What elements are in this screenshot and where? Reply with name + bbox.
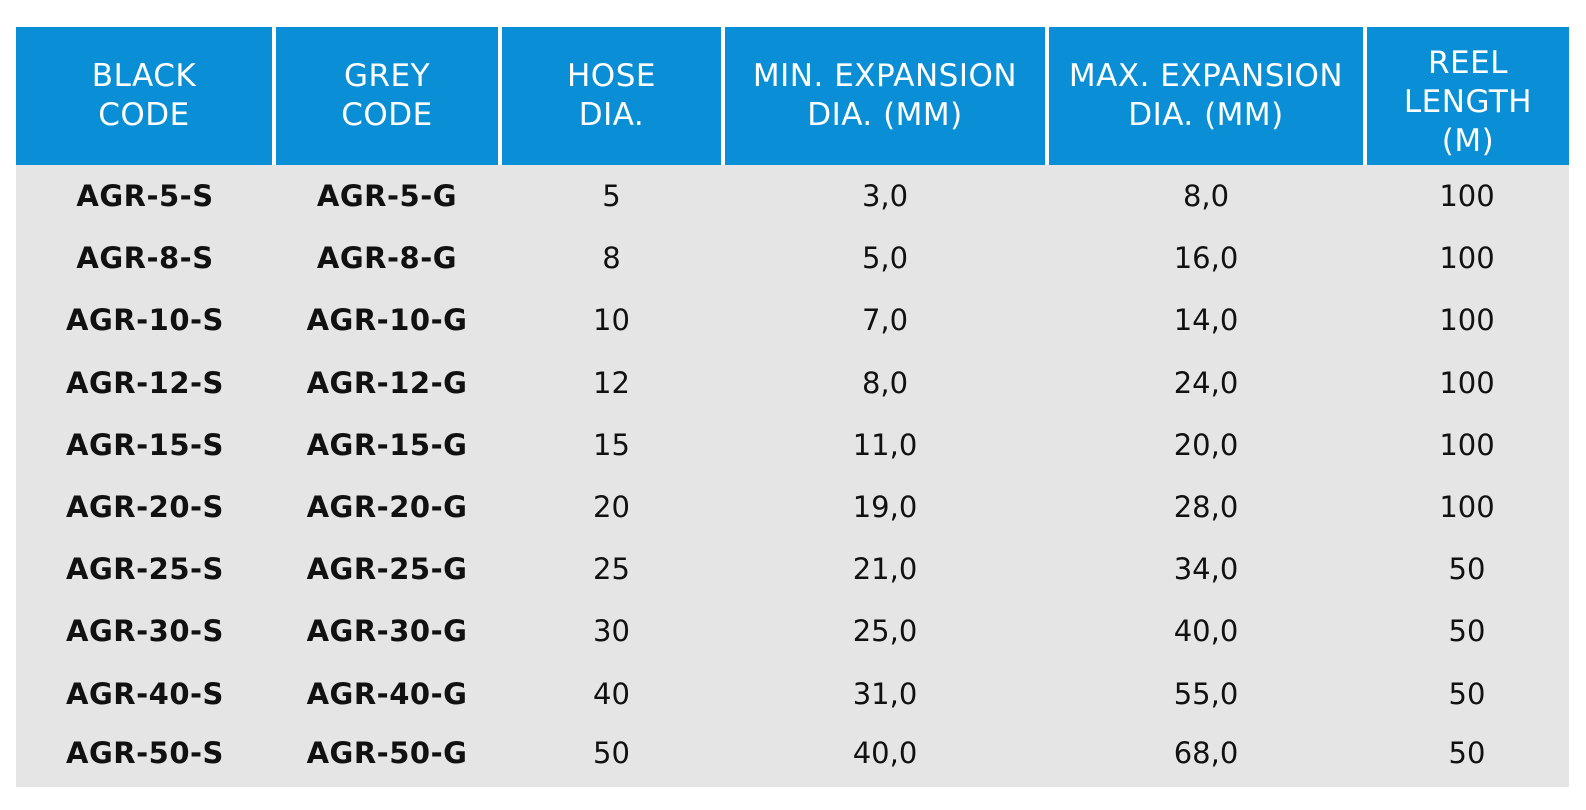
hose-spec-table: BLACK CODE GREY CODE HOSE DIA. MIN. EXPA… [16, 27, 1569, 787]
cell-max-expansion: 55,0 [1047, 662, 1365, 725]
table-row: AGR-12-S AGR-12-G 12 8,0 24,0 100 [16, 351, 1569, 414]
cell-min-expansion: 8,0 [723, 351, 1047, 414]
cell-black-code: AGR-10-S [16, 289, 274, 352]
cell-min-expansion: 19,0 [723, 475, 1047, 539]
header-line: CODE [341, 97, 433, 133]
cell-reel-length: 50 [1365, 662, 1569, 725]
cell-min-expansion: 7,0 [723, 289, 1047, 352]
cell-grey-code: AGR-25-G [274, 538, 500, 601]
cell-max-expansion: 40,0 [1047, 600, 1365, 663]
cell-min-expansion: 21,0 [723, 538, 1047, 601]
header-hose-dia: HOSE DIA. [498, 27, 723, 165]
cell-reel-length: 100 [1365, 475, 1569, 539]
header-line: LENGTH [1403, 84, 1533, 120]
header-row: BLACK CODE GREY CODE HOSE DIA. MIN. EXPA… [16, 27, 1569, 165]
cell-grey-code: AGR-20-G [274, 475, 500, 539]
header-line: DIA. [578, 97, 645, 133]
cell-hose-dia: 15 [500, 413, 723, 476]
cell-reel-length: 100 [1365, 351, 1569, 414]
header-line: HOSE [567, 58, 656, 94]
header-line: CODE [98, 97, 190, 133]
header-line: DIA. (MM) [1128, 97, 1284, 133]
header-max-expansion: MAX. EXPANSION DIA. (MM) [1045, 27, 1365, 165]
cell-reel-length: 100 [1365, 165, 1569, 228]
cell-hose-dia: 10 [500, 289, 723, 352]
header-line: GREY [343, 58, 431, 94]
cell-hose-dia: 30 [500, 600, 723, 663]
cell-grey-code: AGR-50-G [274, 724, 500, 787]
cell-max-expansion: 16,0 [1047, 227, 1365, 290]
cell-black-code: AGR-8-S [16, 227, 274, 290]
cell-hose-dia: 50 [500, 724, 723, 787]
table-row: AGR-15-S AGR-15-G 15 11,0 20,0 100 [16, 413, 1569, 476]
cell-reel-length: 100 [1365, 413, 1569, 476]
cell-hose-dia: 12 [500, 351, 723, 414]
cell-black-code: AGR-50-S [16, 724, 274, 787]
cell-max-expansion: 20,0 [1047, 413, 1365, 476]
cell-hose-dia: 20 [500, 475, 723, 539]
cell-reel-length: 100 [1365, 289, 1569, 352]
cell-grey-code: AGR-8-G [274, 227, 500, 290]
cell-reel-length: 50 [1365, 600, 1569, 663]
cell-hose-dia: 8 [500, 227, 723, 290]
table-row: AGR-25-S AGR-25-G 25 21,0 34,0 50 [16, 538, 1569, 601]
cell-min-expansion: 11,0 [723, 413, 1047, 476]
spec-table-container: BLACK CODE GREY CODE HOSE DIA. MIN. EXPA… [16, 27, 1569, 787]
header-min-expansion: MIN. EXPANSION DIA. (MM) [721, 27, 1047, 165]
cell-min-expansion: 40,0 [723, 724, 1047, 787]
cell-black-code: AGR-20-S [16, 475, 274, 539]
cell-reel-length: 100 [1365, 227, 1569, 290]
cell-grey-code: AGR-5-G [274, 165, 500, 228]
table-row: AGR-30-S AGR-30-G 30 25,0 40,0 50 [16, 600, 1569, 663]
header-black-code: BLACK CODE [16, 27, 274, 165]
cell-max-expansion: 8,0 [1047, 165, 1365, 228]
header-line: MAX. EXPANSION [1068, 58, 1344, 94]
table-header: BLACK CODE GREY CODE HOSE DIA. MIN. EXPA… [16, 27, 1569, 165]
cell-black-code: AGR-5-S [16, 165, 274, 228]
table-row: AGR-10-S AGR-10-G 10 7,0 14,0 100 [16, 289, 1569, 352]
cell-grey-code: AGR-40-G [274, 662, 500, 725]
cell-max-expansion: 24,0 [1047, 351, 1365, 414]
cell-black-code: AGR-25-S [16, 538, 274, 601]
cell-reel-length: 50 [1365, 538, 1569, 601]
table-row: AGR-40-S AGR-40-G 40 31,0 55,0 50 [16, 662, 1569, 725]
cell-hose-dia: 40 [500, 662, 723, 725]
cell-min-expansion: 25,0 [723, 600, 1047, 663]
cell-min-expansion: 31,0 [723, 662, 1047, 725]
table-body: AGR-5-S AGR-5-G 5 3,0 8,0 100 AGR-8-S AG… [16, 165, 1569, 787]
cell-max-expansion: 34,0 [1047, 538, 1365, 601]
table-row: AGR-50-S AGR-50-G 50 40,0 68,0 50 [16, 724, 1569, 787]
header-line: REEL [1428, 45, 1508, 81]
cell-black-code: AGR-30-S [16, 600, 274, 663]
header-reel-length: REEL LENGTH (M) [1363, 27, 1569, 165]
header-line: DIA. (MM) [807, 97, 963, 133]
cell-max-expansion: 14,0 [1047, 289, 1365, 352]
cell-min-expansion: 5,0 [723, 227, 1047, 290]
cell-hose-dia: 25 [500, 538, 723, 601]
cell-black-code: AGR-15-S [16, 413, 274, 476]
cell-min-expansion: 3,0 [723, 165, 1047, 228]
table-row: AGR-20-S AGR-20-G 20 19,0 28,0 100 [16, 475, 1569, 539]
cell-max-expansion: 68,0 [1047, 724, 1365, 787]
header-line: (M) [1441, 123, 1495, 159]
cell-hose-dia: 5 [500, 165, 723, 228]
cell-grey-code: AGR-30-G [274, 600, 500, 663]
cell-grey-code: AGR-15-G [274, 413, 500, 476]
cell-black-code: AGR-40-S [16, 662, 274, 725]
cell-reel-length: 50 [1365, 724, 1569, 787]
cell-black-code: AGR-12-S [16, 351, 274, 414]
header-line: BLACK [91, 58, 197, 94]
cell-max-expansion: 28,0 [1047, 475, 1365, 539]
cell-grey-code: AGR-12-G [274, 351, 500, 414]
cell-grey-code: AGR-10-G [274, 289, 500, 352]
table-row: AGR-8-S AGR-8-G 8 5,0 16,0 100 [16, 227, 1569, 290]
table-row: AGR-5-S AGR-5-G 5 3,0 8,0 100 [16, 165, 1569, 228]
header-line: MIN. EXPANSION [752, 58, 1018, 94]
header-grey-code: GREY CODE [272, 27, 500, 165]
